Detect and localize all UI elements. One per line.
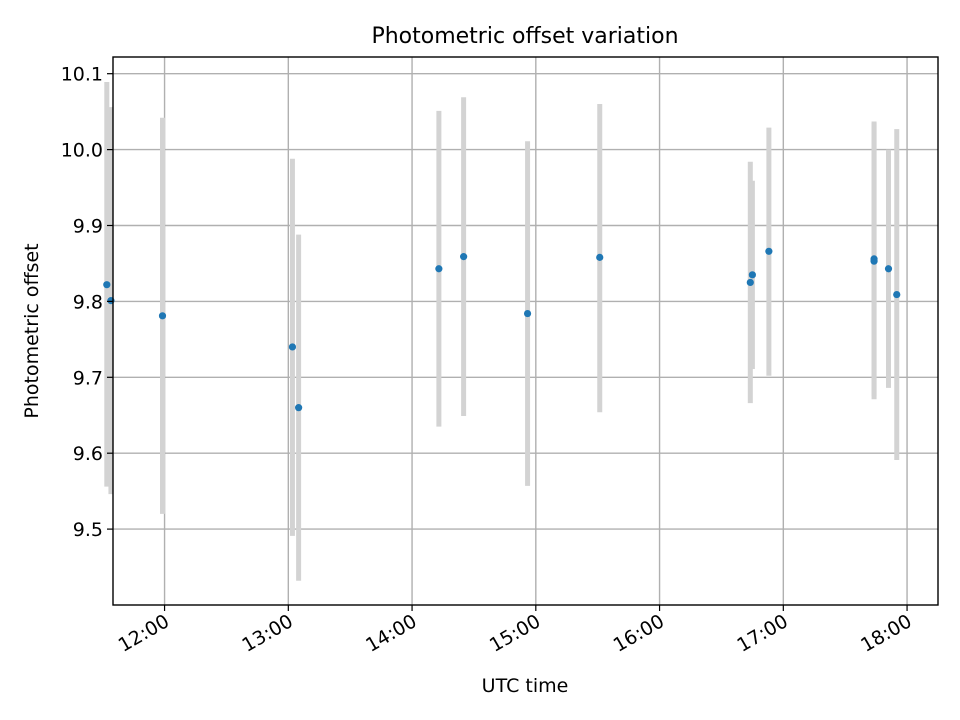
y-tick-label: 9.5	[73, 519, 103, 541]
data-point	[884, 265, 893, 273]
x-tick-label: 16:00	[610, 610, 668, 656]
x-tick-label: 12:00	[115, 610, 173, 656]
x-tick-label: 13:00	[238, 610, 296, 656]
y-tick-label: 10.0	[61, 140, 103, 162]
data-point	[765, 247, 773, 255]
x-axis-label: UTC time	[482, 675, 569, 697]
y-tick-label: 9.9	[73, 215, 103, 237]
x-tick-label: 14:00	[362, 610, 420, 656]
data-point	[295, 404, 303, 412]
point-layer	[103, 247, 901, 412]
data-point	[103, 281, 111, 289]
x-tick-label: 15:00	[486, 610, 544, 656]
plot-frame	[112, 56, 939, 606]
x-tick-label: 18:00	[857, 610, 915, 656]
data-point	[460, 253, 468, 261]
data-point	[596, 253, 604, 261]
y-tick-label: 10.1	[61, 64, 103, 86]
data-point	[893, 290, 901, 299]
data-point	[748, 271, 756, 279]
data-point	[435, 265, 443, 273]
y-tick-label: 9.6	[73, 443, 103, 465]
x-tick-label: 17:00	[733, 610, 791, 656]
data-point	[746, 278, 754, 287]
data-point	[523, 309, 532, 318]
data-point	[870, 255, 878, 263]
data-point	[158, 312, 167, 320]
y-tick-label: 9.7	[73, 367, 103, 389]
chart-title: Photometric offset variation	[371, 24, 678, 49]
y-tick-label: 9.8	[73, 291, 103, 313]
tick-layer: 12:00 13:00 14:00 15:00 16:00 17:00 18:00 9.5 9.…	[61, 64, 916, 657]
errorbar-layer	[104, 82, 900, 581]
y-axis-label: Photometric offset	[21, 243, 43, 418]
data-point	[288, 343, 297, 351]
